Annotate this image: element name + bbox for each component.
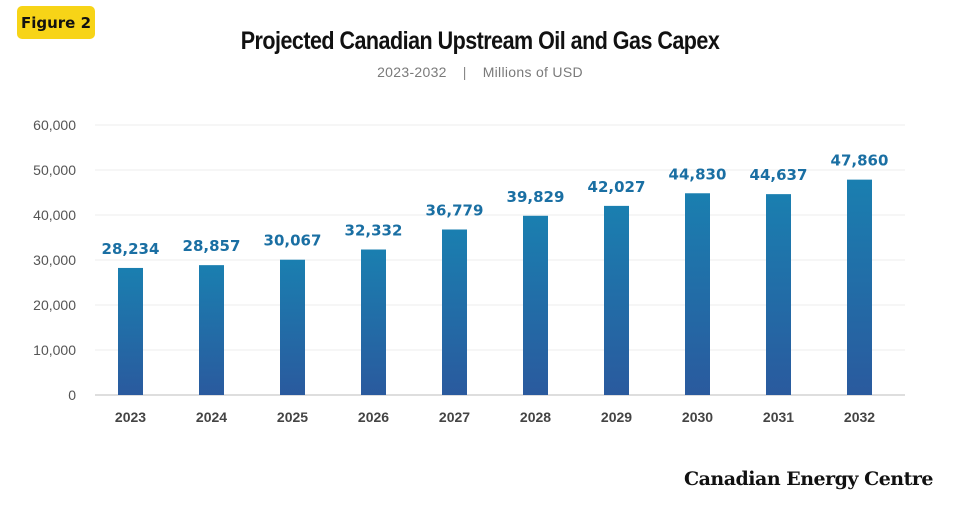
subtitle-units: Millions of USD [482,64,583,80]
brand-logo-text: Canadian Energy Centre [683,468,934,490]
x-tick-label-2023: 2023 [115,409,146,425]
y-tick-label: 0 [68,387,76,403]
y-axis-ticks: 0 10,000 20,000 30,000 40,000 50,000 60,000 [33,117,76,403]
value-labels: 28,234 28,857 30,067 32,332 36,779 39,829 42,0… [102,152,889,258]
bar-2032 [847,179,872,395]
x-tick-label-2032: 2032 [844,409,875,425]
value-label-2028: 39,829 [507,188,565,206]
value-label-2027: 36,779 [426,201,484,219]
bar-2025 [280,259,305,395]
value-label-2023: 28,234 [102,240,160,258]
subtitle-years: 2023-2032 [377,64,447,80]
value-label-2032: 47,860 [831,152,889,170]
value-label-2029: 42,027 [588,178,646,196]
x-tick-label-2027: 2027 [439,409,470,425]
chart-subtitle: 2023-2032 | Millions of USD [0,64,960,80]
x-axis-ticks: 2023 2024 2025 2026 2027 2028 2029 2030 2031 2032 [115,409,875,425]
y-tick-label: 30,000 [33,252,76,268]
value-label-2025: 30,067 [264,232,322,250]
x-tick-label-2025: 2025 [277,409,308,425]
bar-2028 [523,215,548,395]
y-tick-label: 20,000 [33,297,76,313]
chart-title: Projected Canadian Upstream Oil and Gas … [240,27,720,55]
y-tick-label: 60,000 [33,117,76,133]
x-tick-label-2031: 2031 [763,409,794,425]
value-label-2024: 28,857 [183,237,241,255]
value-label-2030: 44,830 [669,165,727,183]
bar-2027 [442,229,467,395]
x-tick-label-2024: 2024 [196,409,227,425]
x-tick-label-2026: 2026 [358,409,389,425]
y-tick-label: 50,000 [33,162,76,178]
bar-2031 [766,194,791,395]
subtitle-separator: | [462,64,467,80]
bars [118,179,872,395]
bar-2024 [199,265,224,395]
x-tick-label-2028: 2028 [520,409,551,425]
value-label-2031: 44,637 [750,166,808,184]
value-label-2026: 32,332 [345,222,403,240]
x-tick-label-2029: 2029 [601,409,632,425]
y-tick-label: 40,000 [33,207,76,223]
bar-2026 [361,249,386,395]
bar-2030 [685,193,710,395]
bar-2023 [118,267,143,395]
y-tick-label: 10,000 [33,342,76,358]
figure-badge: Figure 2 [17,6,95,39]
bar-2029 [604,205,629,395]
x-tick-label-2030: 2030 [682,409,713,425]
